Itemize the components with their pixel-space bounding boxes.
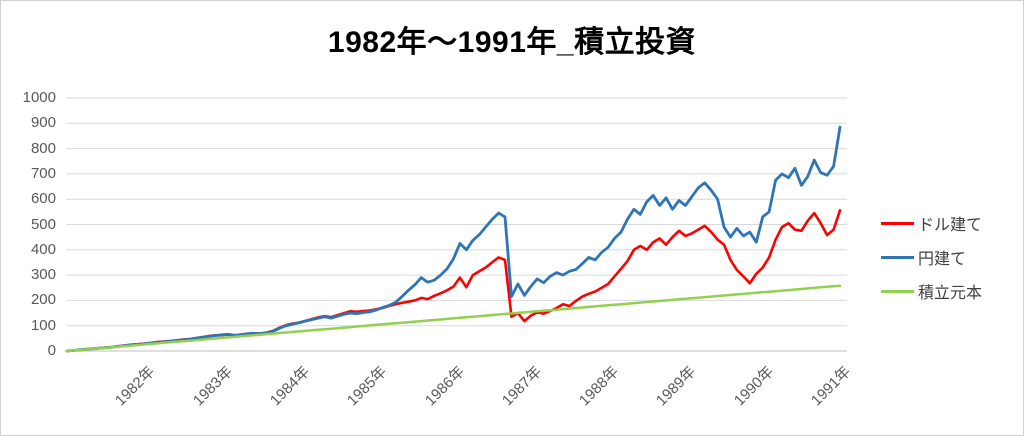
y-axis-tick-label: 600 [30, 190, 56, 208]
y-axis-tick-label: 500 [30, 215, 56, 233]
legend-line-swatch [881, 255, 914, 259]
y-axis-tick-label: 400 [30, 240, 56, 258]
y-axis-tick-label: 700 [30, 164, 56, 182]
legend-label: 積立元本 [918, 285, 983, 302]
y-axis-tick-label: 1000 [22, 89, 56, 106]
y-axis-tick-label: 800 [30, 139, 56, 157]
legend-label: ドル建て [918, 217, 983, 234]
series-line-2[interactable] [65, 284, 842, 353]
y-axis-tick-label: 200 [30, 291, 56, 309]
y-axis[interactable]: 0 100 200 300 400 500 600 700 800 900 1000 [1, 1, 56, 435]
series-line-1[interactable] [65, 125, 842, 353]
x-axis-tick-label: 1988年 [576, 363, 623, 410]
plot-area[interactable] [65, 97, 847, 353]
series-line-0[interactable] [65, 209, 842, 353]
legend-item[interactable]: 円建て [881, 240, 1023, 274]
chart-svg [65, 97, 847, 353]
x-axis-tick-label: 1990年 [730, 363, 777, 410]
legend-item[interactable]: 積立元本 [881, 274, 1023, 308]
x-axis-tick-label: 1982年 [112, 363, 159, 410]
y-axis-tick-label: 0 [47, 342, 56, 359]
legend: ドル建て円建て積立元本 [881, 206, 1023, 308]
y-axis-tick-label: 900 [30, 114, 56, 132]
x-axis-tick-label: 1986年 [421, 363, 468, 410]
chart-title[interactable]: 1982年～1991年_積立投資 [327, 26, 697, 59]
x-axis-tick-label: 1987年 [498, 363, 545, 410]
legend-line-swatch [881, 289, 914, 293]
legend-line-swatch [881, 221, 914, 225]
x-axis-tick-label: 1989年 [653, 363, 700, 410]
legend-label: 円建て [918, 251, 967, 268]
x-axis-tick-label: 1991年 [807, 363, 855, 410]
y-axis-tick-label: 300 [30, 266, 56, 284]
x-axis-tick-label: 1983年 [189, 363, 236, 410]
x-axis-tick-label: 1984年 [266, 363, 314, 410]
y-axis-tick-label: 100 [30, 316, 56, 334]
legend-item[interactable]: ドル建て [881, 206, 1023, 240]
x-axis-tick-label: 1985年 [344, 363, 391, 410]
